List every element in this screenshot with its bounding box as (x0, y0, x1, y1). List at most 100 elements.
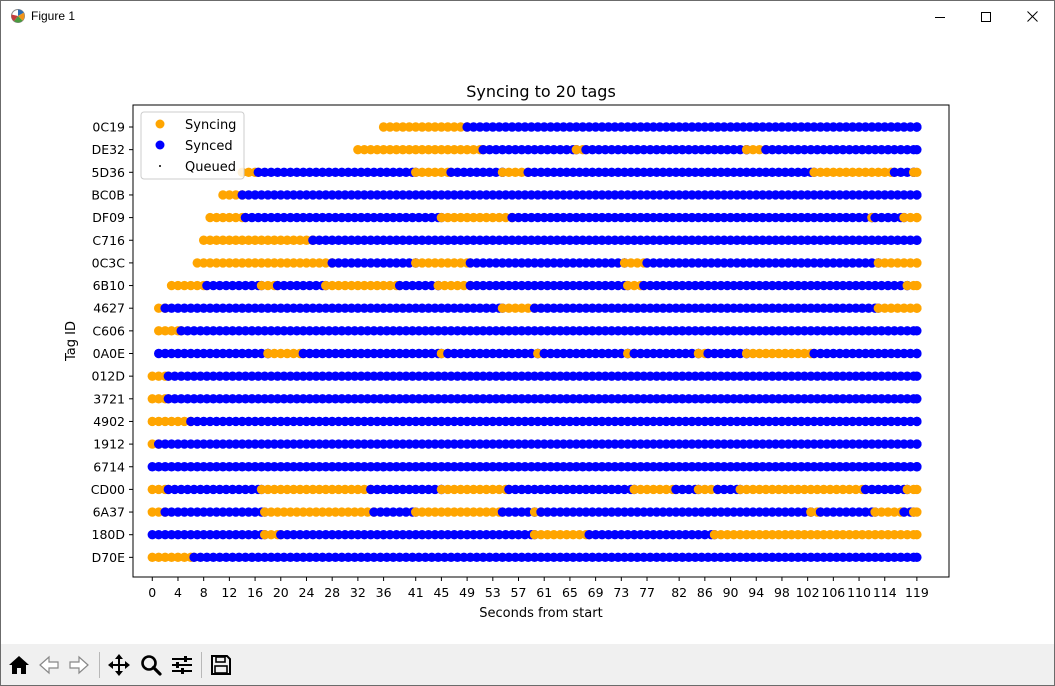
scatter-point-synced (809, 235, 819, 245)
x-tick-label: 77 (639, 585, 655, 600)
y-tick-label: 6A37 (93, 505, 125, 520)
scatter-point-synced (539, 348, 549, 359)
scatter-point-synced (677, 144, 688, 155)
x-tick-label: 0 (148, 585, 156, 600)
minimize-button[interactable] (917, 1, 963, 32)
scatter-point-synced (700, 122, 710, 132)
scatter-point-synced (253, 326, 263, 336)
scatter-point-synced (700, 212, 710, 223)
scatter-point-synced (674, 122, 684, 132)
scatter-point-synced (208, 280, 219, 291)
scatter-point-synced (513, 212, 524, 223)
scatter-point-synced (340, 190, 350, 200)
save-floppy-icon (211, 655, 231, 675)
scatter-point-synced (404, 416, 414, 427)
scatter-point-synced (677, 371, 688, 381)
scatter-point-synced (578, 416, 588, 427)
y-tick-label: 0A0E (93, 346, 125, 361)
scatter-point-synced (822, 190, 832, 200)
scatter-point-synced (783, 122, 794, 132)
scatter-point-synced (774, 394, 784, 404)
title-bar[interactable]: Figure 1 (1, 1, 1054, 32)
scatter-point-syncing (449, 144, 459, 155)
scatter-point-synced (526, 122, 537, 132)
scatter-point-synced (462, 462, 472, 472)
scatter-point-synced (709, 394, 720, 404)
scatter-point-synced (205, 439, 215, 449)
scatter-point-synced (182, 326, 193, 336)
scatter-point-synced (401, 326, 411, 336)
scatter-point-synced (812, 303, 822, 313)
scatter-point-synced (860, 348, 871, 359)
scatter-chart[interactable]: Syncing to 20 tags 0C19 DE32 5D36 BC0B DF09 C… (1, 32, 1054, 644)
scatter-point-synced (227, 280, 238, 291)
close-button[interactable] (1009, 1, 1054, 32)
save-button[interactable] (206, 650, 236, 680)
scatter-point-synced (635, 122, 646, 132)
scatter-point-synced (449, 190, 459, 200)
scatter-point-synced (664, 303, 675, 313)
scatter-point-synced (404, 235, 414, 245)
scatter-point-synced (282, 439, 292, 449)
scatter-point-synced (912, 416, 922, 427)
scatter-point-synced (674, 258, 684, 268)
scatter-point-synced (847, 416, 858, 427)
scatter-point-synced (356, 394, 366, 404)
scatter-point-syncing (243, 258, 254, 268)
scatter-point-synced (449, 439, 459, 449)
x-tick-label: 49 (459, 585, 475, 600)
back-button[interactable] (34, 650, 64, 680)
scatter-point-synced (725, 122, 736, 132)
scatter-point-synced (738, 416, 749, 427)
scatter-point-syncing (366, 280, 376, 291)
x-tick-label: 69 (588, 585, 604, 600)
scatter-point-synced (378, 190, 389, 200)
scatter-point-synced (674, 190, 684, 200)
scatter-point-synced (783, 190, 794, 200)
scatter-point-synced (240, 212, 251, 223)
scatter-point-synced (860, 258, 871, 268)
scatter-point-synced (166, 439, 177, 449)
scatter-point-synced (809, 212, 819, 223)
pan-button[interactable] (104, 650, 134, 680)
scatter-point-synced (764, 212, 774, 223)
figure-canvas[interactable]: Syncing to 20 tags 0C19 DE32 5D36 BC0B DF09 C… (1, 32, 1054, 644)
scatter-point-synced (549, 371, 559, 381)
scatter-point-synced (639, 303, 649, 313)
scatter-point-synced (465, 326, 476, 336)
scatter-point-syncing (835, 167, 845, 177)
home-button[interactable] (4, 650, 34, 680)
scatter-point-synced (696, 303, 707, 313)
zoom-button[interactable] (136, 650, 166, 680)
scatter-point-synced (388, 371, 398, 381)
x-tick-label: 57 (511, 585, 527, 600)
scatter-point-synced (690, 326, 700, 336)
scatter-point-synced (401, 280, 411, 291)
scatter-point-synced (603, 190, 614, 200)
y-tick-label: 0C3C (92, 255, 126, 270)
scatter-point-syncing (192, 258, 202, 268)
scatter-point-synced (835, 190, 845, 200)
scatter-point-synced (414, 280, 424, 291)
scatter-point-synced (427, 326, 437, 336)
scatter-point-synced (449, 462, 459, 472)
scatter-point-synced (388, 167, 398, 177)
y-tick-label: DE32 (92, 142, 125, 157)
scatter-point-syncing (231, 212, 241, 223)
scatter-point-synced (912, 439, 922, 449)
series-row-180d (147, 530, 922, 540)
scatter-point-synced (623, 439, 633, 449)
scatter-point-syncing (504, 303, 514, 313)
series-row-de32 (353, 144, 922, 155)
scatter-point-synced (870, 371, 880, 381)
scatter-point-syncing (860, 167, 871, 177)
scatter-point-synced (166, 348, 177, 359)
maximize-button[interactable] (963, 1, 1009, 32)
scatter-point-synced (279, 394, 289, 404)
configure-subplots-button[interactable] (167, 650, 197, 680)
scatter-point-synced (774, 326, 784, 336)
forward-button[interactable] (64, 650, 94, 680)
scatter-point-synced (899, 122, 909, 132)
scatter-point-synced (722, 348, 733, 359)
scatter-point-syncing (282, 348, 292, 359)
